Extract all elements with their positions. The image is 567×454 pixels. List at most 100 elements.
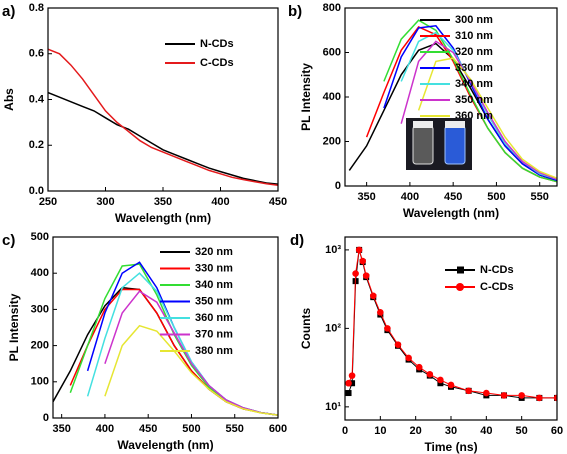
marker xyxy=(483,389,490,397)
legend-label: 340 nm xyxy=(195,279,233,291)
x-tick-label: 450 xyxy=(139,423,157,435)
y-tick-label: 0 xyxy=(43,412,49,424)
y-tick-label: 0 xyxy=(335,180,341,192)
y-axis-label: Abs xyxy=(2,88,16,111)
x-axis-label: Wavelength (nm) xyxy=(115,211,211,225)
x-tick-label: 500 xyxy=(182,423,200,435)
marker xyxy=(377,309,384,316)
x-tick-label: 0 xyxy=(342,425,348,437)
panel-label: b) xyxy=(288,3,302,20)
marker xyxy=(553,394,557,402)
panel: b) Wavelength (nm) PL Intensity 350 400 450 50… xyxy=(288,2,558,220)
y-tick-label: 0.0 xyxy=(29,185,44,197)
y-tick-label: 100 xyxy=(31,376,49,388)
legend-label: 360 nm xyxy=(195,312,233,324)
x-tick-label: 550 xyxy=(531,191,549,203)
y-tick-label: 0.8 xyxy=(29,2,44,14)
legend-label: 380 nm xyxy=(195,345,233,357)
vial-left xyxy=(412,125,434,165)
x-tick-label: 450 xyxy=(269,196,287,208)
series-line xyxy=(69,263,278,416)
series-line xyxy=(104,324,278,416)
y-tick-label: 0.4 xyxy=(29,93,45,105)
x-tick-label: 50 xyxy=(516,425,528,437)
marker xyxy=(355,246,363,254)
marker xyxy=(362,272,370,279)
x-tick-label: 550 xyxy=(226,423,244,435)
x-tick-label: 300 xyxy=(96,196,114,208)
legend-label: 350 nm xyxy=(455,94,493,106)
plot-area xyxy=(345,246,557,402)
y-tick-label: 200 xyxy=(31,340,49,352)
panel: d) Time (ns) Counts 0 10 20 30 40 50 60 10¹ 10² 10³ N… xyxy=(290,232,563,454)
plot-frame xyxy=(52,236,279,419)
series-line xyxy=(383,25,557,182)
y-tick-label: 600 xyxy=(323,46,341,58)
legend-label: 330 nm xyxy=(455,62,493,74)
legend-label: 350 nm xyxy=(195,295,233,307)
marker xyxy=(426,370,434,378)
x-tick-label: 40 xyxy=(480,425,492,437)
marker xyxy=(447,381,455,389)
marker xyxy=(437,376,444,384)
legend-label: N-CDs xyxy=(200,38,234,50)
y-tick-label: 400 xyxy=(323,91,341,103)
x-tick-label: 500 xyxy=(487,191,505,203)
vial-cap-left xyxy=(413,121,433,128)
legend-label: 300 nm xyxy=(455,14,493,26)
vial-cap-right xyxy=(445,121,465,128)
x-tick-label: 250 xyxy=(39,196,57,208)
y-axis-label: PL Intensity xyxy=(7,293,21,361)
marker xyxy=(518,392,525,399)
x-tick-label: 600 xyxy=(269,423,287,435)
panel-label: a) xyxy=(2,3,15,20)
x-axis-label: Wavelength (nm) xyxy=(117,438,213,452)
y-axis-label: PL Intensity xyxy=(299,63,313,131)
y-axis-label: Counts xyxy=(299,308,313,350)
x-tick-label: 400 xyxy=(211,196,229,208)
legend-label: C-CDs xyxy=(200,57,234,69)
legend-marker xyxy=(456,283,464,291)
legend-label: N-CDs xyxy=(480,264,514,276)
legend-label: 320 nm xyxy=(195,246,233,258)
x-tick-label: 10 xyxy=(374,425,386,437)
y-tick-label: 500 xyxy=(31,231,49,243)
plot-frame xyxy=(344,236,558,421)
marker xyxy=(349,380,356,387)
series-trace xyxy=(348,249,557,399)
marker xyxy=(536,394,543,402)
marker xyxy=(359,257,366,265)
series-line xyxy=(48,48,278,187)
series-line xyxy=(417,57,557,179)
y-tick-label: 10² xyxy=(325,322,341,334)
y-tick-label: 0.2 xyxy=(29,139,44,151)
series-line xyxy=(383,19,557,183)
marker xyxy=(345,379,352,387)
x-tick-label: 20 xyxy=(410,425,422,437)
plot-frame xyxy=(47,7,279,192)
legend-label: C-CDs xyxy=(480,281,514,293)
series-trace xyxy=(348,249,557,399)
panel-label: c) xyxy=(2,232,15,249)
legend-label: 340 nm xyxy=(455,78,493,90)
y-tick-label: 10³ xyxy=(325,244,341,256)
x-axis-label: Time (ns) xyxy=(424,440,477,454)
x-tick-label: 400 xyxy=(401,191,419,203)
marker xyxy=(369,292,377,300)
marker xyxy=(500,392,508,399)
y-tick-label: 400 xyxy=(31,267,49,279)
plot-area xyxy=(48,48,278,187)
y-tick-label: 300 xyxy=(31,303,49,315)
x-tick-label: 350 xyxy=(52,423,70,435)
y-tick-label: 10¹ xyxy=(325,401,341,413)
marker xyxy=(405,354,412,362)
vial-right xyxy=(444,125,466,165)
y-tick-label: 800 xyxy=(323,2,341,14)
marker xyxy=(465,387,472,395)
legend-label: 370 nm xyxy=(195,328,233,340)
marker xyxy=(415,363,423,371)
x-tick-label: 400 xyxy=(96,423,114,435)
x-tick-label: 30 xyxy=(445,425,457,437)
x-tick-label: 60 xyxy=(551,425,563,437)
